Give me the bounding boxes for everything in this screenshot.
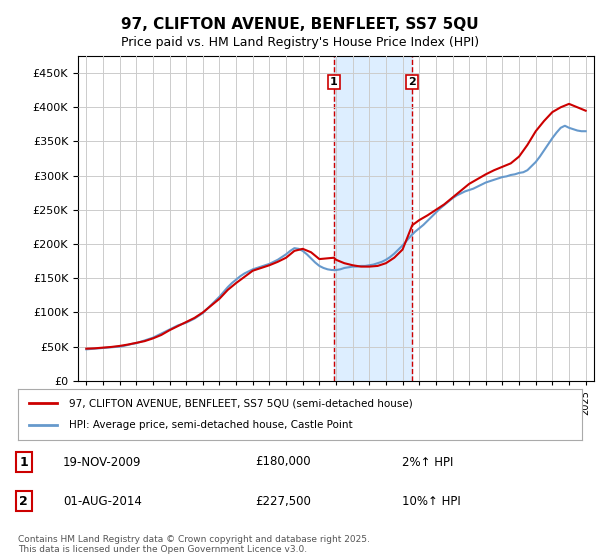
- Text: 97, CLIFTON AVENUE, BENFLEET, SS7 5QU (semi-detached house): 97, CLIFTON AVENUE, BENFLEET, SS7 5QU (s…: [69, 398, 413, 408]
- Text: 19-NOV-2009: 19-NOV-2009: [63, 455, 142, 469]
- Text: £227,500: £227,500: [255, 494, 311, 508]
- Text: 1: 1: [19, 455, 28, 469]
- Text: HPI: Average price, semi-detached house, Castle Point: HPI: Average price, semi-detached house,…: [69, 421, 352, 431]
- Text: 2%↑ HPI: 2%↑ HPI: [401, 455, 453, 469]
- Text: 1: 1: [330, 77, 338, 87]
- Text: 10%↑ HPI: 10%↑ HPI: [401, 494, 460, 508]
- Text: £180,000: £180,000: [255, 455, 311, 469]
- Bar: [334, 56, 412, 381]
- Text: 2: 2: [19, 494, 28, 508]
- Text: 97, CLIFTON AVENUE, BENFLEET, SS7 5QU: 97, CLIFTON AVENUE, BENFLEET, SS7 5QU: [121, 17, 479, 32]
- Text: Contains HM Land Registry data © Crown copyright and database right 2025.
This d: Contains HM Land Registry data © Crown c…: [18, 535, 370, 554]
- Text: 2: 2: [409, 77, 416, 87]
- Text: Price paid vs. HM Land Registry's House Price Index (HPI): Price paid vs. HM Land Registry's House …: [121, 36, 479, 49]
- Text: 01-AUG-2014: 01-AUG-2014: [63, 494, 142, 508]
